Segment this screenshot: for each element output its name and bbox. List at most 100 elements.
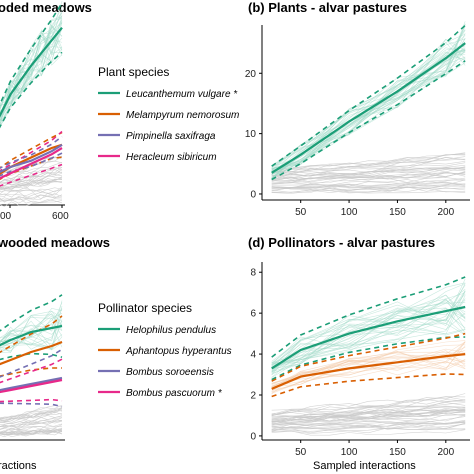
background-trajectory: [271, 47, 466, 169]
panel-a-xtick: 00: [0, 211, 12, 222]
panel-a-series-line: [0, 143, 63, 174]
background-trajectory: [271, 301, 466, 368]
background-trajectory: [271, 187, 466, 193]
panel-d-envelope-aphantopus-lower: [271, 373, 466, 398]
legend-label-leucanthemum: Leucanthemum vulgare *: [126, 89, 238, 100]
panel-b-envelope-leucanthemum-upper: [271, 24, 466, 167]
panel-b-ytick-label: 10: [245, 129, 257, 140]
background-trajectory: [0, 20, 63, 124]
background-trajectory: [271, 348, 466, 384]
background-trajectory: [271, 38, 466, 172]
background-trajectory: [0, 417, 63, 427]
background-trajectory: [0, 186, 63, 197]
panel-c-envelope-bombus-pascuorum-lower: [0, 398, 63, 403]
panel-a-series-line: [0, 27, 63, 118]
plant-legend: Plant species Leucanthemum vulgare * Mel…: [98, 65, 239, 163]
background-trajectory: [271, 153, 466, 174]
background-trajectory: [271, 423, 466, 431]
background-trajectory: [0, 171, 63, 186]
panel-c-envelope-aphantopus-upper: [0, 315, 63, 354]
background-trajectory: [0, 194, 63, 202]
background-trajectory: [0, 198, 63, 207]
background-trajectory: [271, 183, 466, 191]
panel-a-envelope-leucanthemum-upper: [0, 2, 63, 106]
background-trajectory: [271, 340, 466, 394]
background-trajectory: [271, 402, 466, 417]
background-trajectory: [271, 308, 466, 373]
background-trajectory: [271, 26, 466, 173]
background-trajectory: [271, 341, 466, 391]
background-trajectory: [0, 430, 63, 436]
pollinator-legend-title: Pollinator species: [98, 301, 192, 315]
panel-d-series-line: [271, 353, 466, 390]
background-trajectory: [271, 177, 466, 185]
panel-c-plot: [0, 294, 65, 441]
background-trajectory: [271, 172, 466, 183]
background-trajectory: [271, 359, 466, 385]
panel-d-ytick-label: 2: [250, 390, 256, 401]
panel-c-title: wooded meadows: [0, 235, 110, 250]
background-trajectory: [0, 189, 63, 195]
legend-label-pimpinella: Pimpinella saxifraga: [126, 131, 216, 142]
panel-c-series-line: [0, 376, 63, 392]
background-trajectory: [271, 429, 466, 436]
panel-b-xtick-label: 100: [341, 207, 358, 218]
background-trajectory: [271, 393, 466, 414]
background-trajectory: [271, 172, 466, 185]
panel-d-xlabel: Sampled interactions: [313, 460, 416, 472]
background-trajectory: [0, 430, 63, 438]
panel-c-series-line: [0, 324, 63, 347]
background-trajectory: [271, 405, 466, 418]
background-trajectory: [0, 313, 63, 346]
panel-b-envelope-leucanthemum-lower: [271, 60, 466, 181]
panel-d-series-line: [271, 305, 466, 370]
pollinator-legend: Pollinator species Helophilus pendulus A…: [98, 301, 232, 399]
panel-b-xtick-label: 150: [389, 207, 406, 218]
background-trajectory: [271, 154, 466, 172]
background-trajectory: [0, 307, 63, 350]
background-trajectory: [271, 427, 466, 434]
panel-d-xtick-label: 150: [389, 447, 406, 458]
panel-a-series-line: [0, 147, 63, 180]
background-trajectory: [271, 290, 466, 378]
background-trajectory: [271, 420, 466, 431]
background-trajectory: [271, 157, 466, 175]
panel-a-envelope-heracleum-upper: [0, 130, 63, 172]
panel-b-title: (b) Plants - alvar pastures: [248, 0, 407, 15]
panel-a-xtick: 600: [52, 211, 69, 222]
background-trajectory: [0, 407, 63, 419]
background-trajectory: [0, 328, 63, 352]
background-trajectory: [0, 424, 63, 433]
background-trajectory: [0, 30, 63, 127]
plant-legend-title: Plant species: [98, 65, 169, 79]
background-trajectory: [0, 407, 63, 421]
background-trajectory: [271, 399, 466, 417]
panel-d-plot: 0 2 4 6 8 50 100 150 200: [250, 262, 470, 458]
panel-a-envelope-melampyrum-upper: [0, 131, 63, 169]
background-trajectory: [271, 164, 466, 179]
panel-a-envelope-leucanthemum-lower: [0, 51, 63, 129]
panel-b-xtick-label: 50: [295, 207, 307, 218]
panel-a-envelope-pimpinella-upper: [0, 135, 63, 170]
panel-d-xtick-label: 200: [437, 447, 454, 458]
panel-d-xtick-label: 50: [295, 447, 307, 458]
background-trajectory: [271, 24, 466, 179]
background-trajectory: [271, 342, 466, 387]
background-trajectory: [271, 406, 466, 423]
legend-label-helophilus: Helophilus pendulus: [126, 325, 216, 336]
background-trajectory: [271, 396, 466, 415]
background-trajectory: [0, 308, 63, 353]
background-trajectory: [271, 344, 466, 384]
background-trajectory: [271, 345, 466, 388]
background-trajectory: [0, 406, 63, 420]
background-trajectory: [0, 314, 63, 353]
panel-d-envelope-helophilus-upper: [271, 276, 466, 358]
panel-c-envelope-helophilus-lower: [0, 352, 63, 361]
background-trajectory: [0, 192, 63, 202]
panel-d-ytick-label: 4: [250, 350, 256, 361]
panel-d-envelope-aphantopus-upper: [271, 332, 466, 382]
background-trajectory: [0, 12, 63, 107]
background-trajectory: [271, 172, 466, 185]
background-trajectory: [0, 180, 63, 190]
legend-label-bombus-pascuorum: Bombus pascuorum *: [126, 388, 223, 399]
